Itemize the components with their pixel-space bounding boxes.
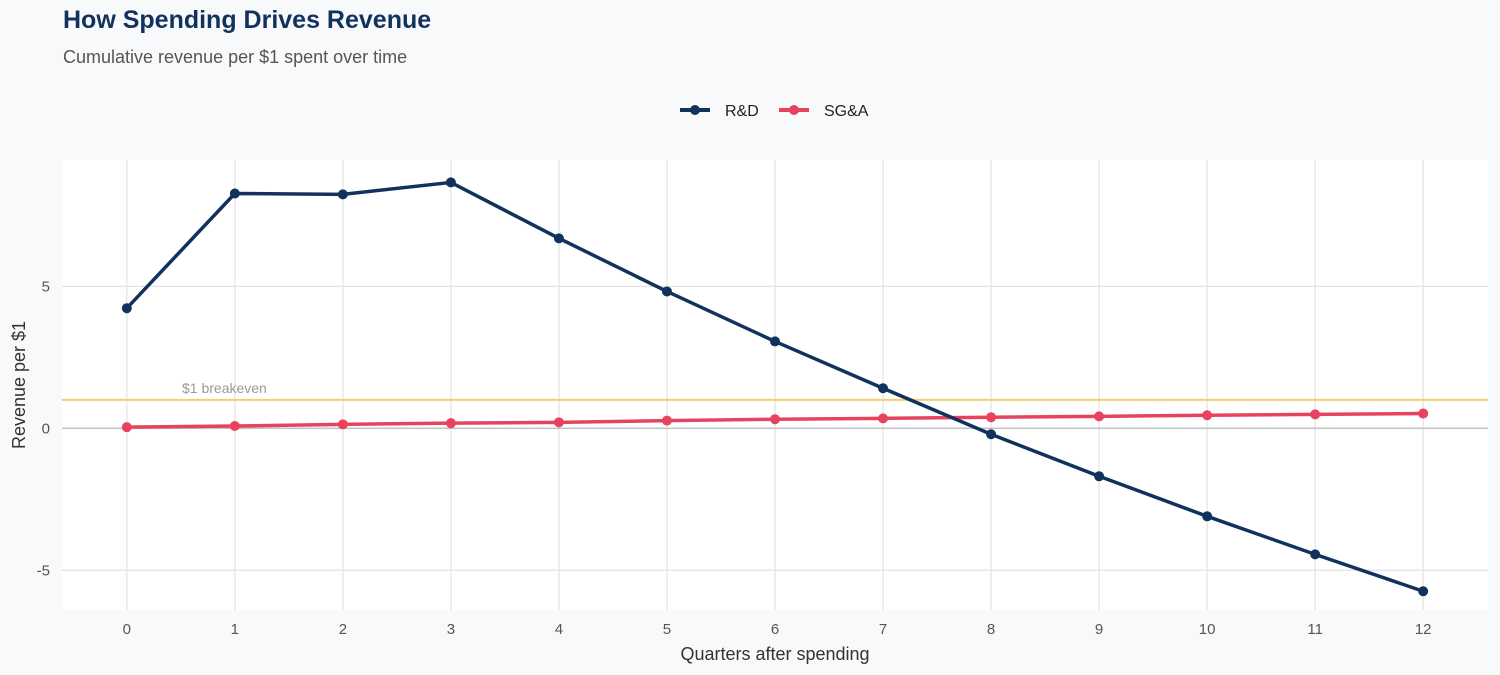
x-tick-label: 12 bbox=[1415, 621, 1432, 638]
data-point bbox=[1202, 410, 1213, 421]
data-point bbox=[878, 413, 889, 424]
x-tick-label: 9 bbox=[1095, 621, 1103, 638]
data-point bbox=[1094, 411, 1105, 422]
x-tick-label: 11 bbox=[1307, 621, 1323, 638]
x-tick-label: 0 bbox=[123, 621, 131, 638]
x-tick-label: 10 bbox=[1199, 621, 1216, 638]
data-point bbox=[661, 286, 672, 297]
x-tick-label: 2 bbox=[339, 621, 347, 638]
data-point bbox=[121, 422, 132, 433]
data-point bbox=[337, 419, 348, 430]
x-tick-label: 1 bbox=[231, 621, 239, 638]
data-point bbox=[445, 418, 456, 429]
y-tick-label: -5 bbox=[37, 562, 50, 579]
x-tick-label: 3 bbox=[447, 621, 455, 638]
data-point bbox=[229, 421, 240, 432]
data-point bbox=[770, 336, 780, 347]
y-axis-label: Revenue per $1 bbox=[9, 321, 29, 449]
legend-label: R&D bbox=[725, 103, 759, 120]
x-axis-label: Quarters after spending bbox=[680, 644, 869, 664]
x-tick-label: 7 bbox=[879, 621, 887, 638]
data-point bbox=[1418, 408, 1429, 419]
chart-subtitle: Cumulative revenue per $1 spent over tim… bbox=[63, 47, 408, 67]
data-point bbox=[553, 417, 564, 428]
y-tick-label: 5 bbox=[42, 278, 50, 295]
data-point bbox=[986, 429, 997, 440]
data-point bbox=[553, 233, 564, 244]
chart-title: How Spending Drives Revenue bbox=[63, 6, 432, 34]
breakeven-label: $1 breakeven bbox=[182, 380, 267, 396]
data-point bbox=[337, 189, 348, 200]
legend-key-point bbox=[789, 105, 799, 115]
data-point bbox=[121, 303, 132, 314]
data-point bbox=[1094, 471, 1105, 482]
data-point bbox=[878, 383, 889, 394]
data-point bbox=[1418, 586, 1429, 597]
x-tick-label: 4 bbox=[555, 621, 563, 638]
x-tick-label: 6 bbox=[771, 621, 779, 638]
legend-label: SG&A bbox=[824, 103, 869, 120]
x-tick-label: 5 bbox=[663, 621, 671, 638]
data-point bbox=[1202, 511, 1213, 522]
data-point bbox=[229, 188, 240, 199]
data-point bbox=[986, 412, 997, 423]
data-point bbox=[770, 414, 780, 425]
data-point bbox=[1310, 549, 1321, 560]
x-tick-label: 8 bbox=[987, 621, 995, 638]
data-point bbox=[661, 415, 672, 426]
data-point bbox=[445, 177, 456, 188]
data-point bbox=[1310, 409, 1321, 420]
legend-key-point bbox=[690, 105, 700, 115]
y-tick-label: 0 bbox=[42, 420, 50, 437]
